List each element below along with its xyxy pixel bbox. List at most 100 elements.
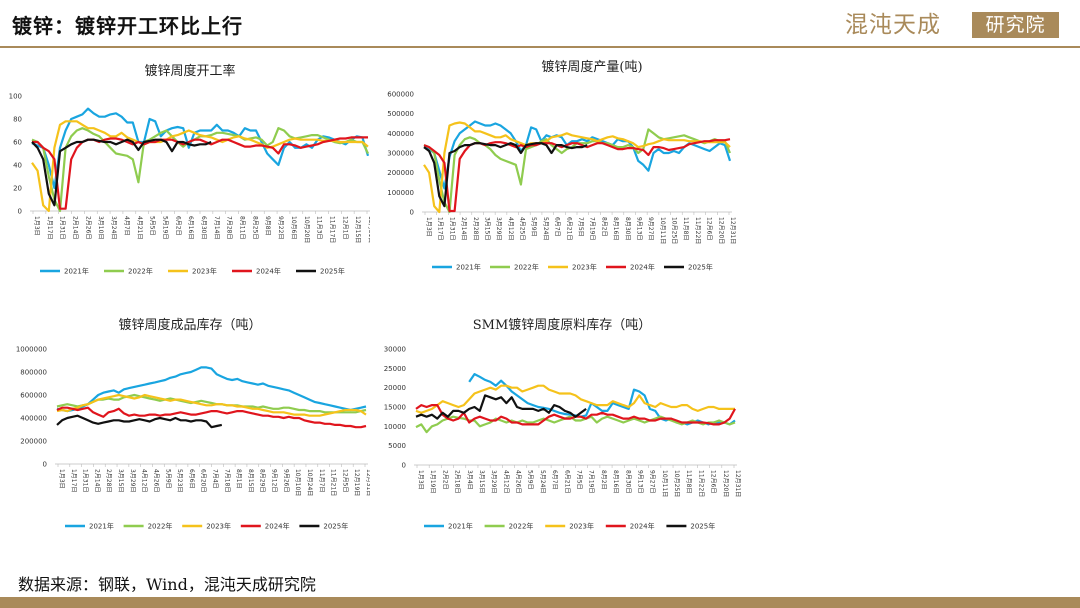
x-tick-label: 10月25日 — [671, 217, 678, 244]
legend-label: 2025年 — [323, 522, 348, 531]
x-tick-label: 7月14日 — [213, 216, 220, 239]
x-tick-label: 12月20日 — [722, 470, 729, 497]
x-tick-label: 9月13日 — [636, 470, 643, 493]
legend-label: 2023年 — [206, 522, 231, 531]
x-tick-label: 8月15日 — [247, 469, 254, 492]
x-tick-label: 11月8日 — [682, 217, 689, 240]
x-tick-label: 8月2日 — [600, 217, 607, 237]
x-tick-label: 3月24日 — [110, 216, 117, 239]
x-tick-label: 4月7日 — [123, 216, 130, 236]
x-tick-label: 6月7日 — [551, 470, 558, 490]
chart-operating-rate: 镀锌周度开工率 0 20 40 60 80 100 1月3日 1月17日 1月31日 2月14日 2月… — [9, 63, 370, 276]
x-tick-label: 1月3日 — [33, 216, 40, 236]
legend-label: 2022年 — [148, 522, 173, 531]
logo-box-text: 研究院 — [972, 12, 1059, 38]
y-tick-label: 20000 — [384, 384, 406, 392]
x-tick-label: 12月1日 — [341, 216, 348, 239]
x-tick-label: 8月25日 — [251, 216, 258, 239]
x-tick-label: 3月4日 — [466, 470, 473, 490]
x-tick-label: 1月31日 — [82, 469, 89, 492]
x-tick-label: 11月8日 — [685, 470, 692, 493]
legend-label: 2025年 — [688, 263, 713, 272]
x-tick-label: 6月16日 — [187, 216, 194, 239]
x-tick-label: 7月28日 — [226, 216, 233, 239]
x-tick-label: 9月27日 — [647, 217, 654, 240]
x-tick-label: 3月29日 — [490, 470, 497, 493]
y-tick-label: 800000 — [20, 369, 47, 377]
x-tick-label: 12月31日 — [729, 217, 736, 244]
y-tick-label: 200000 — [387, 169, 414, 177]
x-tick-label: 9月22日 — [277, 216, 284, 239]
legend-label: 2021年 — [456, 263, 481, 272]
x-tick-label: 10月24日 — [306, 469, 313, 496]
x-tick-label: 1月17日 — [437, 217, 444, 240]
x-tick-label: 3月15日 — [117, 469, 124, 492]
x-tick-label: 1月3日 — [58, 469, 65, 489]
series-line — [415, 394, 587, 420]
series-line — [56, 406, 367, 429]
brand-logo: 混沌天成 研究院 — [845, 9, 1060, 41]
y-tick-label: 0 — [410, 209, 414, 217]
x-tick-label: 4月21日 — [136, 216, 143, 239]
series-line — [31, 107, 370, 190]
x-tick-label: 5月24日 — [539, 470, 546, 493]
y-tick-label: 500000 — [387, 110, 414, 118]
x-tick-label: 6月30日 — [200, 216, 207, 239]
legend-label: 2023年 — [572, 263, 597, 272]
x-tick-label: 8月30日 — [624, 217, 631, 240]
y-tick-label: 400000 — [387, 130, 414, 138]
y-tick-label: 40 — [13, 162, 22, 170]
chart-panel-operating-rate: 镀锌周度开工率 0 20 40 60 80 100 1月3日 1月17日 1月31日 2月14日 2月… — [0, 56, 370, 296]
x-tick-label: 1月3日 — [417, 470, 424, 490]
x-tick-label: 8月29日 — [259, 469, 266, 492]
x-tick-label: 9月12日 — [271, 469, 278, 492]
series-line — [423, 120, 732, 190]
y-tick-label: 100000 — [387, 189, 414, 197]
y-tick-label: 25000 — [384, 365, 406, 373]
x-tick-label: 11月22日 — [694, 217, 701, 244]
x-tick-label: 1月17日 — [70, 469, 77, 492]
x-tick-label: 3月29日 — [129, 469, 136, 492]
x-tick-label: 2月2日 — [441, 470, 448, 490]
x-tick-label: 7月5日 — [577, 217, 584, 237]
x-tick-label: 6月20日 — [200, 469, 207, 492]
x-tick-label: 5月9日 — [527, 470, 534, 490]
x-tick-label: 11月7日 — [318, 469, 325, 492]
x-tick-label: 5月24日 — [542, 217, 549, 240]
y-tick-label: 100 — [9, 93, 22, 101]
chart-title: 镀锌周度成品库存（吨） — [118, 317, 261, 333]
y-tick-label: 80 — [13, 116, 22, 124]
legend-label: 2024年 — [630, 263, 655, 272]
y-tick-label: 15000 — [384, 404, 406, 412]
x-tick-label: 1月3日 — [425, 217, 432, 237]
legend-label: 2021年 — [64, 267, 89, 276]
legend-label: 2025年 — [320, 267, 345, 276]
legend-label: 2024年 — [630, 522, 655, 531]
x-tick-label: 1月31日 — [59, 216, 66, 239]
y-tick-label: 60 — [13, 139, 22, 147]
x-tick-label: 4月26日 — [152, 469, 159, 492]
series-line — [56, 393, 367, 417]
x-tick-label: 10月11日 — [659, 217, 666, 244]
legend-label: 2021年 — [89, 522, 114, 531]
legend-label: 2022年 — [509, 522, 534, 531]
x-tick-label: 4月12日 — [507, 217, 514, 240]
chart-raw-material-inventory: SMM镀锌周度原料库存（吨） 0 5000 10000 15000 20000 25000 3… — [384, 317, 741, 531]
x-tick-label: 7月19日 — [589, 217, 596, 240]
x-tick-label: 3月10日 — [97, 216, 104, 239]
x-tick-label: 4月12日 — [141, 469, 148, 492]
chart-panel-weekly-output: 镀锌周度产量(吨) 0 100000 200000 300000 400000 500000… — [372, 52, 742, 292]
x-tick-label: 1月31日 — [448, 217, 455, 240]
x-tick-label: 2月26日 — [84, 216, 91, 239]
legend-label: 2024年 — [256, 267, 281, 276]
x-tick-label: 3月15日 — [483, 217, 490, 240]
legend-label: 2022年 — [128, 267, 153, 276]
x-tick-label: 6月21日 — [565, 217, 572, 240]
legend-label: 2023年 — [192, 267, 217, 276]
x-tick-label: 6月7日 — [554, 217, 561, 237]
x-tick-label: 1月19日 — [429, 470, 436, 493]
y-tick-label: 600000 — [387, 91, 414, 99]
legend-label: 2021年 — [448, 522, 473, 531]
chart-panel-raw-material-inventory: SMM镀锌周度原料库存（吨） 0 5000 10000 15000 20000 25000 3… — [372, 311, 742, 551]
x-tick-label: 10月6日 — [290, 216, 297, 239]
